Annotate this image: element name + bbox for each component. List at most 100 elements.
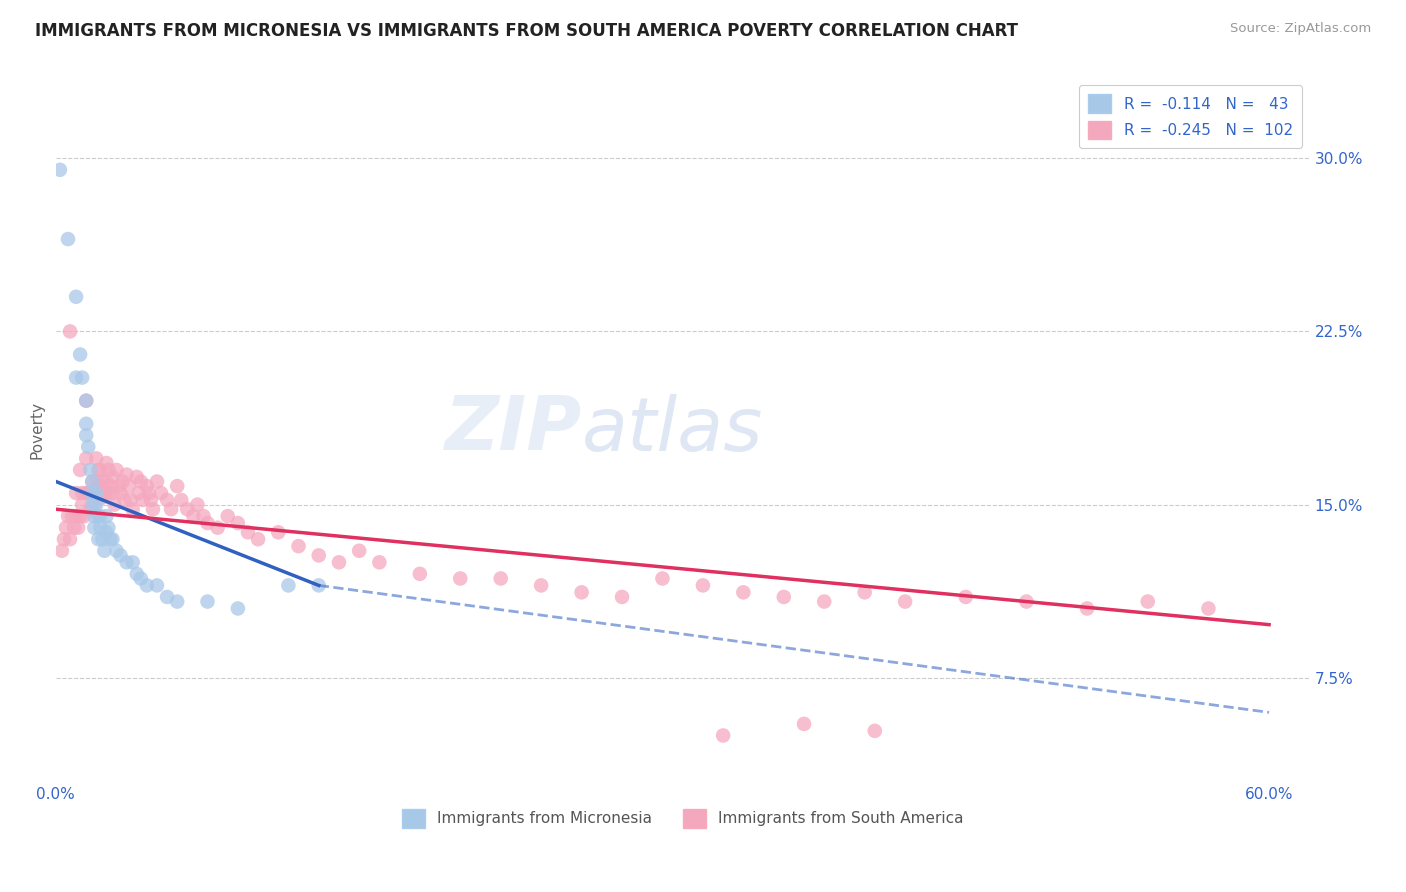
Point: [129, 572, 152, 586]
Point: [955, 590, 977, 604]
Point: [59, 533, 82, 547]
Point: [1136, 594, 1159, 608]
Point: [217, 509, 239, 524]
Point: [114, 493, 136, 508]
Point: [69, 463, 91, 477]
Point: [193, 509, 215, 524]
Point: [110, 486, 132, 500]
Point: [125, 566, 148, 581]
Point: [105, 463, 128, 477]
Point: [176, 502, 198, 516]
Point: [135, 578, 157, 592]
Point: [79, 486, 101, 500]
Point: [121, 502, 143, 516]
Point: [129, 475, 152, 489]
Point: [139, 493, 162, 508]
Point: [347, 543, 370, 558]
Point: [160, 502, 183, 516]
Point: [115, 555, 138, 569]
Point: [84, 498, 107, 512]
Point: [308, 549, 330, 563]
Point: [73, 509, 96, 524]
Point: [97, 463, 120, 477]
Point: [170, 493, 193, 508]
Point: [91, 533, 114, 547]
Point: [89, 509, 111, 524]
Point: [49, 162, 72, 177]
Point: [97, 486, 120, 500]
Point: [247, 533, 270, 547]
Point: [51, 543, 73, 558]
Point: [128, 486, 150, 500]
Point: [156, 590, 179, 604]
Point: [75, 417, 97, 431]
Point: [89, 479, 111, 493]
Point: [69, 509, 91, 524]
Point: [132, 493, 155, 508]
Point: [96, 475, 118, 489]
Point: [65, 370, 87, 384]
Point: [156, 493, 179, 508]
Point: [82, 475, 104, 489]
Point: [91, 475, 114, 489]
Point: [138, 486, 160, 500]
Text: Source: ZipAtlas.com: Source: ZipAtlas.com: [1230, 22, 1371, 36]
Point: [267, 525, 290, 540]
Point: [409, 566, 432, 581]
Point: [101, 470, 124, 484]
Point: [87, 509, 110, 524]
Point: [97, 521, 120, 535]
Point: [63, 521, 86, 535]
Text: ZIP: ZIP: [446, 393, 582, 466]
Point: [287, 539, 309, 553]
Point: [79, 502, 101, 516]
Point: [75, 451, 97, 466]
Point: [328, 555, 350, 569]
Point: [65, 486, 87, 500]
Point: [91, 491, 114, 505]
Point: [55, 521, 77, 535]
Point: [150, 486, 173, 500]
Point: [207, 521, 229, 535]
Point: [894, 594, 917, 608]
Point: [96, 525, 118, 540]
Point: [60, 509, 83, 524]
Point: [84, 475, 107, 489]
Text: IMMIGRANTS FROM MICRONESIA VS IMMIGRANTS FROM SOUTH AMERICA POVERTY CORRELATION : IMMIGRANTS FROM MICRONESIA VS IMMIGRANTS…: [35, 22, 1018, 40]
Legend: Immigrants from Micronesia, Immigrants from South America: Immigrants from Micronesia, Immigrants f…: [396, 803, 970, 834]
Point: [226, 601, 249, 615]
Point: [711, 729, 734, 743]
Point: [308, 578, 330, 592]
Point: [75, 486, 97, 500]
Point: [115, 467, 138, 482]
Point: [1197, 601, 1219, 615]
Point: [183, 509, 205, 524]
Point: [692, 578, 714, 592]
Point: [83, 498, 105, 512]
Y-axis label: Poverty: Poverty: [30, 401, 44, 458]
Point: [83, 509, 105, 524]
Point: [793, 717, 815, 731]
Point: [93, 543, 115, 558]
Point: [100, 533, 122, 547]
Point: [772, 590, 794, 604]
Point: [101, 533, 124, 547]
Point: [100, 479, 122, 493]
Point: [77, 486, 100, 500]
Point: [101, 486, 124, 500]
Point: [105, 543, 128, 558]
Point: [610, 590, 633, 604]
Point: [93, 486, 115, 500]
Point: [135, 479, 157, 493]
Point: [67, 521, 90, 535]
Point: [651, 572, 673, 586]
Point: [530, 578, 553, 592]
Point: [103, 498, 125, 512]
Point: [863, 723, 886, 738]
Point: [70, 498, 93, 512]
Point: [813, 594, 835, 608]
Point: [89, 463, 111, 477]
Point: [82, 475, 104, 489]
Point: [82, 486, 104, 500]
Point: [197, 516, 219, 530]
